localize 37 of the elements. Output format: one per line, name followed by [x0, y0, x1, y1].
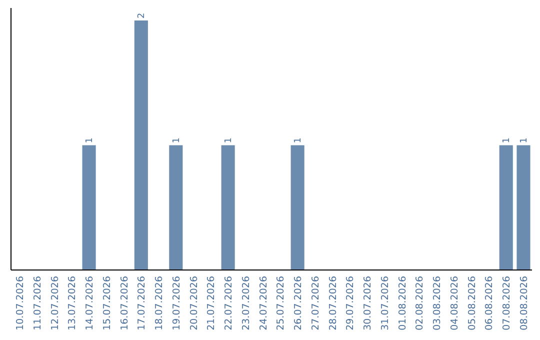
x-tick-label: 07.08.2026 — [502, 276, 513, 330]
x-tick-label: 14.07.2026 — [84, 276, 96, 330]
x-tick-label: 21.07.2026 — [206, 276, 218, 330]
x-tick-label: 10.07.2026 — [15, 276, 26, 330]
x-tick-label: 24.07.2026 — [258, 276, 270, 330]
x-tick-label: 26.07.2026 — [293, 276, 304, 330]
data-label: 1 — [85, 138, 96, 144]
x-tick-label: 29.07.2026 — [345, 276, 356, 330]
x-tick-label: 05.08.2026 — [466, 276, 478, 330]
x-tick-label: 01.08.2026 — [397, 276, 408, 330]
data-label: 1 — [294, 138, 304, 144]
x-tick-label: 11.07.2026 — [32, 276, 44, 330]
x-tick-label: 02.08.2026 — [414, 276, 426, 330]
x-tick-label: 22.07.2026 — [224, 276, 235, 330]
x-tick-label: 23.07.2026 — [240, 276, 252, 330]
x-tick-label: 30.07.2026 — [362, 276, 374, 330]
x-tick-label: 16.07.2026 — [119, 276, 130, 330]
x-tick-label: 19.07.2026 — [171, 276, 182, 330]
x-tick-label: 06.08.2026 — [484, 276, 496, 330]
x-tick-label: 27.07.2026 — [310, 276, 322, 330]
x-tick-label: 28.07.2026 — [328, 276, 339, 330]
data-label: 2 — [137, 12, 148, 18]
x-tick-label: 15.07.2026 — [102, 276, 113, 330]
x-tick-label: 31.07.2026 — [380, 276, 391, 330]
x-tick-label: 04.08.2026 — [449, 276, 460, 330]
x-tick-label: 08.08.2026 — [518, 276, 530, 330]
x-tick-label: 18.07.2026 — [154, 276, 166, 330]
x-tick-label: 12.07.2026 — [50, 276, 61, 330]
data-label: 1 — [502, 138, 512, 144]
x-tick-label: 17.07.2026 — [136, 276, 148, 330]
data-label: 1 — [172, 138, 182, 144]
x-tick-label: 20.07.2026 — [188, 276, 200, 330]
data-label: 1 — [224, 138, 234, 144]
data-label: 1 — [519, 138, 530, 144]
x-tick-label: 13.07.2026 — [67, 276, 78, 330]
x-tick-label: 25.07.2026 — [276, 276, 287, 330]
x-tick-label: 03.08.2026 — [432, 276, 444, 330]
